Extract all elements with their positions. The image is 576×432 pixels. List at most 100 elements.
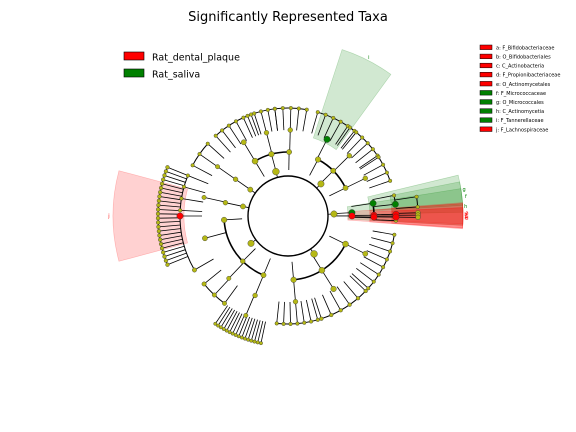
- branch-line: [161, 183, 184, 190]
- taxon-node: [288, 106, 293, 111]
- branch-line: [394, 196, 417, 201]
- branch-line: [167, 256, 189, 266]
- taxon-node: [362, 175, 368, 181]
- branch-line: [289, 108, 292, 131]
- branch-line: [323, 117, 334, 139]
- taxon-node: [156, 207, 161, 212]
- taxon-node: [319, 316, 324, 321]
- taxon-node: [233, 333, 238, 337]
- taxon-node: [388, 249, 393, 254]
- branch-line: [204, 232, 227, 239]
- branch-line: [228, 125, 242, 145]
- branch-line: [250, 114, 259, 136]
- taxa-legend-swatch-d: [479, 72, 493, 78]
- branch-line: [245, 295, 255, 316]
- clade-arc: [367, 234, 395, 289]
- branch-line: [295, 301, 298, 324]
- branch-line: [359, 155, 378, 169]
- taxon-node: [371, 279, 376, 284]
- branch-line: [160, 187, 183, 194]
- branch-line: [243, 117, 253, 138]
- node-f: [391, 200, 399, 208]
- branch-line: [165, 170, 187, 180]
- taxon-node: [376, 155, 381, 160]
- branch-line: [203, 196, 226, 203]
- taxa-legend-swatch-h: [479, 108, 493, 114]
- branch-line: [366, 250, 388, 260]
- branch-line: [291, 261, 294, 280]
- branch-line: [289, 301, 291, 324]
- taxon-node: [288, 321, 293, 326]
- node-e: [370, 213, 378, 221]
- branch-line: [164, 175, 186, 183]
- branch-line: [183, 186, 206, 194]
- taxon-node: [392, 193, 397, 198]
- legend-swatch-rat-dental-plaque: [123, 51, 145, 61]
- branch-line: [214, 278, 230, 296]
- highlight-c: [347, 203, 464, 229]
- branch-line: [203, 269, 222, 285]
- branch-line: [260, 111, 267, 133]
- taxon-node: [163, 169, 169, 174]
- taxon-node: [366, 286, 371, 291]
- taxon-node: [370, 147, 375, 152]
- taxon-node: [330, 210, 338, 218]
- taxon-node: [338, 308, 343, 313]
- taxon-node: [211, 292, 217, 298]
- cladogram-nodes: [155, 106, 421, 346]
- taxon-node: [390, 241, 395, 246]
- branch-line: [159, 196, 182, 201]
- taxon-node: [161, 177, 166, 182]
- taxon-node: [216, 323, 220, 328]
- branch-line: [351, 273, 369, 289]
- branch-line: [160, 235, 182, 241]
- taxa-legend-label-g: g: O_Micrococcales: [496, 100, 544, 106]
- branch-line: [164, 249, 186, 257]
- taxon-node: [415, 214, 421, 220]
- taxon-node: [156, 220, 161, 225]
- taxon-node: [260, 272, 267, 278]
- branch-line: [158, 204, 181, 208]
- taxon-node: [156, 203, 161, 208]
- taxon-node: [178, 208, 183, 213]
- branch-line: [373, 219, 396, 222]
- branch-line: [181, 198, 204, 203]
- branch-line: [243, 142, 256, 162]
- taxon-node: [247, 186, 254, 193]
- taxon-node: [309, 319, 314, 324]
- branch-line: [253, 113, 262, 135]
- branch-line: [289, 130, 291, 153]
- taxon-node: [317, 180, 325, 188]
- branch-line: [266, 132, 273, 155]
- taxon-node: [226, 123, 231, 128]
- branch-line: [345, 177, 366, 189]
- taxon-node: [384, 257, 389, 262]
- clade-letter-e: e: [464, 216, 467, 222]
- branch-line: [329, 187, 346, 197]
- branch-line: [180, 209, 203, 212]
- branch-line: [224, 218, 243, 221]
- taxon-node: [272, 168, 280, 176]
- clade-arc: [293, 243, 347, 281]
- taxon-node: [213, 133, 218, 138]
- branch-line: [283, 301, 285, 324]
- node-g: [369, 199, 377, 207]
- branch-line: [333, 155, 350, 172]
- branch-line: [274, 108, 278, 131]
- branch-line: [247, 318, 256, 340]
- clade-letter-j: j: [107, 214, 109, 220]
- taxon-node: [381, 162, 386, 167]
- branch-line: [235, 314, 245, 336]
- taxa-legend-swatch-b: [479, 53, 493, 59]
- branch-line: [311, 298, 319, 320]
- clade-highlights: [112, 49, 464, 262]
- branch-line: [359, 156, 379, 170]
- branch-line: [373, 203, 396, 208]
- branch-line: [343, 281, 359, 299]
- branch-line: [254, 320, 261, 342]
- taxon-node: [233, 119, 238, 124]
- branch-line: [311, 112, 319, 134]
- clade-arc: [179, 215, 195, 271]
- taxon-node: [329, 312, 334, 318]
